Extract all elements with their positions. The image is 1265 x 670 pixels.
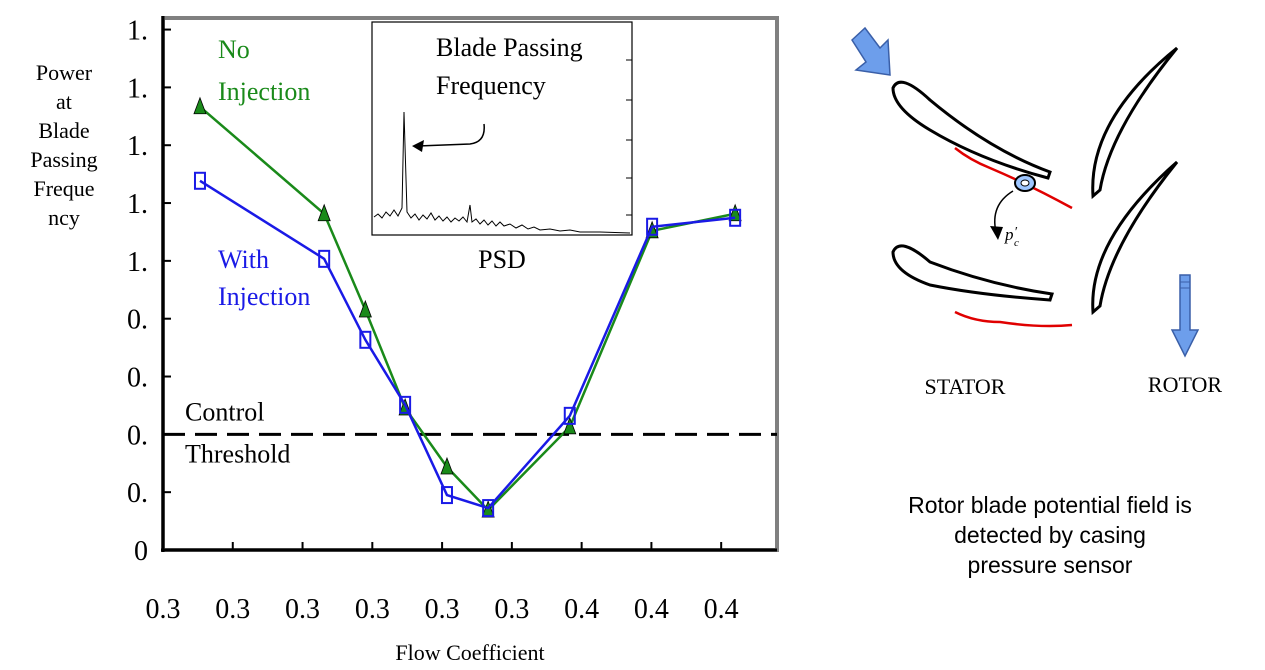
marker [728, 203, 742, 222]
legend-label: No [218, 35, 250, 64]
legend-label: With [218, 245, 269, 274]
marker [399, 395, 412, 414]
sensor-label-prime: ′ [1014, 225, 1018, 240]
y-tick-label: 0. [127, 478, 148, 509]
y-axis-label: ncy [48, 205, 80, 230]
legend-label: Injection [218, 282, 310, 311]
psd-trace [373, 111, 631, 234]
threshold-label: Control [185, 397, 264, 426]
marker [729, 208, 742, 227]
y-tick-label: 0. [127, 420, 148, 451]
inset-ticks [626, 59, 632, 216]
y-tick-label: 1. [127, 16, 148, 47]
marker [359, 330, 372, 349]
marker [317, 203, 331, 222]
y-tick-label: 0. [127, 305, 148, 336]
x-tick-label: 0.3 [355, 594, 390, 625]
y-tick-label: 1. [127, 73, 148, 104]
marker [646, 217, 659, 236]
y-tick-label: 1. [127, 131, 148, 162]
inset-title: Blade Passing [436, 33, 583, 62]
marker [482, 499, 495, 518]
marker [318, 249, 331, 268]
marker [193, 171, 206, 190]
caption: pressure sensor [968, 552, 1133, 578]
sensor-label: p [1004, 225, 1014, 244]
inset-xlabel: PSD [478, 245, 526, 274]
marker [563, 416, 577, 435]
caption: Rotor blade potential field is [908, 492, 1192, 518]
marker [358, 299, 372, 318]
caption: detected by casing [954, 522, 1146, 548]
marker [440, 456, 454, 475]
y-tick-label: 0 [134, 536, 148, 567]
y-axis-label: Blade [38, 118, 89, 143]
x-tick-label: 0.3 [425, 594, 460, 625]
blade-diagram [851, 26, 1200, 358]
x-tick-label: 0.4 [634, 594, 669, 625]
marker [563, 406, 576, 425]
inset-frame [371, 21, 633, 236]
inset-title: Frequency [436, 71, 546, 100]
y-tick-label: 1. [127, 247, 148, 278]
rotor-label: ROTOR [1148, 372, 1222, 397]
y-tick-label: 0. [127, 363, 148, 394]
x-tick-label: 0.3 [146, 594, 181, 625]
x-tick-label: 0.4 [564, 594, 599, 625]
threshold-label: Threshold [185, 439, 290, 468]
stator-label: STATOR [925, 374, 1006, 399]
y-axis-label: Freque [33, 176, 94, 201]
y-axis-label: Passing [30, 147, 97, 172]
plot: 0 0. 0. 0. 0. 1. 1. 1. 1. 1. 0.3 0.3 0.3 0.3 0.3 0.3 0.4… [30, 16, 777, 625]
x-tick-label: 0.3 [215, 594, 250, 625]
y-axis-label: Power [36, 60, 93, 85]
inset-arrowhead [412, 140, 424, 152]
series-line [199, 179, 736, 510]
x-tick-label: 0.3 [285, 594, 320, 625]
x-tick-label: 0.4 [704, 594, 739, 625]
inset-arrow [417, 123, 485, 147]
x-tick-label: 0.3 [494, 594, 529, 625]
marker [440, 486, 453, 505]
y-axis-label: at [56, 89, 72, 114]
x-axis-label: Flow Coefficient [395, 640, 544, 665]
y-tick-label: 1. [127, 189, 148, 220]
sensor-label-sub: c [1014, 237, 1019, 249]
marker [193, 96, 207, 115]
legend-label: Injection [218, 77, 310, 106]
